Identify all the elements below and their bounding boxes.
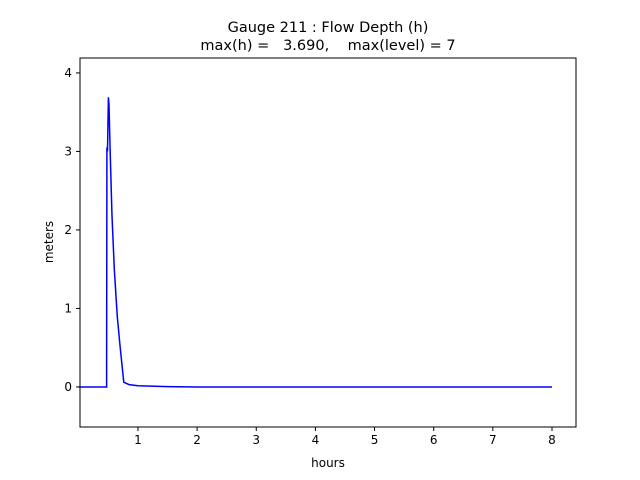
y-tick-label: 3 xyxy=(64,144,72,158)
data-line xyxy=(78,97,552,388)
y-tick-label: 0 xyxy=(64,380,72,394)
x-tick-label: 3 xyxy=(252,433,260,447)
y-tick-label: 2 xyxy=(64,223,72,237)
x-tick-label: 6 xyxy=(430,433,438,447)
x-tick-label: 8 xyxy=(548,433,556,447)
plot-frame xyxy=(79,57,577,428)
chart-title: Gauge 211 : Flow Depth (h) xyxy=(228,20,429,36)
x-tick-label: 2 xyxy=(193,433,201,447)
y-tick-label: 4 xyxy=(64,66,72,80)
chart-subtitle: max(h) = 3.690, max(level) = 7 xyxy=(200,38,455,54)
y-tick-label: 1 xyxy=(64,301,72,315)
x-tick-label: 4 xyxy=(312,433,320,447)
x-tick-label: 5 xyxy=(371,433,379,447)
y-axis-label: meters xyxy=(42,221,56,263)
x-axis-label: hours xyxy=(311,456,345,470)
x-tick-label: 1 xyxy=(134,433,142,447)
x-tick-label: 7 xyxy=(489,433,497,447)
